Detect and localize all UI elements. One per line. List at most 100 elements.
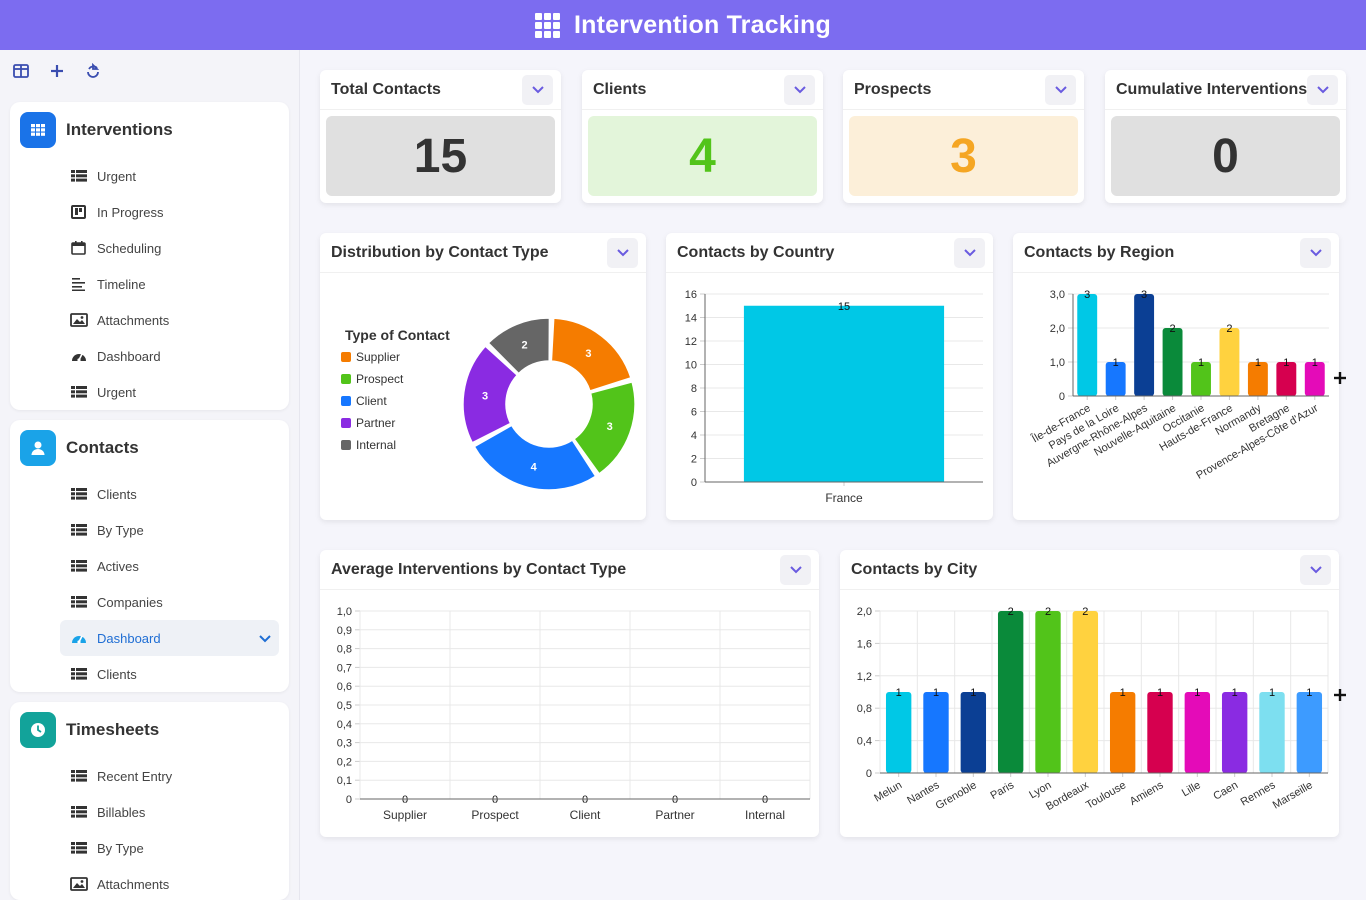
sidebar-item-label: Urgent [97,168,137,184]
card-menu-button[interactable] [1300,555,1331,585]
sidebar-item-by-type[interactable]: By Type [10,830,289,866]
sidebar-item-clients[interactable]: Clients [10,656,289,692]
app-title: Intervention Tracking [573,10,832,39]
kpi-value: 0 [1111,116,1340,196]
plus-icon[interactable] [1333,682,1347,708]
bar [923,692,949,773]
sidebar-item-companies[interactable]: Companies [10,584,289,620]
plus-icon[interactable] [1333,365,1347,391]
sidebar-group-header[interactable]: Timesheets [10,702,289,758]
bar [1221,692,1248,773]
x-tick-label: Paris [988,779,1016,802]
panel-icon[interactable] [12,62,30,80]
bar [960,692,987,773]
card-menu-button[interactable] [1307,75,1338,105]
chart-canvas: 00,40,81,21,62,01Melun1Nantes1Grenoble2P… [857,606,1329,813]
kpi-card-prospects: Prospects 3 [843,70,1084,203]
chevron-down-icon[interactable] [259,630,271,646]
pie-slice [462,345,519,444]
list-icon [70,523,88,537]
sidebar-item-label: Dashboard [97,348,161,364]
y-tick-label: 0,8 [337,644,352,656]
chart-card-city: Contacts by City 0 0,4 0,8 1,2 1,6 2,0 1 Melun 1 N… [840,550,1339,837]
sidebar-group-title: Contacts [66,438,139,457]
y-tick-label: 4 [691,430,697,442]
legend-swatch [341,396,351,406]
chevron-down-icon [1309,244,1322,262]
legend-swatch [341,352,351,362]
sidebar-item-recent-entry[interactable]: Recent Entry [10,758,289,794]
y-tick-label: 0,5 [337,700,352,712]
y-tick-label: 12 [685,336,697,348]
clock-icon [20,712,56,748]
x-tick-label: Supplier [383,808,427,822]
sidebar-item-urgent[interactable]: Urgent [10,158,289,194]
legend-label: Internal [356,438,396,452]
x-tick-label: Melun [872,779,904,804]
list-icon [70,805,88,819]
kpi-card-total-contacts: Total Contacts 15 [320,70,561,203]
card-menu-button[interactable] [954,238,985,268]
chevron-down-icon [793,81,806,99]
card-title-text: Prospects [854,80,932,98]
chart-card-country: Contacts by Country 0 2 4 6 8 10 12 14 16 15 France [666,233,993,520]
sidebar-item-label: Billables [97,804,146,820]
sidebar-group-header[interactable]: Interventions [10,102,289,158]
sidebar-item-label: Urgent [97,384,137,400]
sidebar-item-scheduling[interactable]: Scheduling [10,230,289,266]
bar-value-label: 2 [1008,606,1014,618]
sidebar-item-attachments[interactable]: Attachments [10,866,289,900]
sidebar-item-dashboard[interactable]: Dashboard [60,620,279,656]
legend-swatch [341,418,351,428]
chevron-down-icon [531,81,544,99]
y-tick-label: 1,6 [857,638,872,650]
y-tick-label: 8 [691,383,697,395]
bar-value-label: 1 [970,687,976,699]
plus-icon[interactable] [48,62,66,80]
card-menu-button[interactable] [607,238,638,268]
sidebar-item-in-progress[interactable]: In Progress [10,194,289,230]
sidebar-item-dashboard[interactable]: Dashboard [10,338,289,374]
bar-value-label: 2 [1082,606,1088,618]
x-tick-label: Caen [1211,779,1240,803]
sidebar: Interventions Urgent In Progress Scheduling… [0,50,300,900]
bar-value-label: 2 [1045,606,1051,618]
sidebar-item-clients[interactable]: Clients [10,476,289,512]
list-icon [70,559,88,573]
bar-value-label: 1 [1157,687,1163,699]
bar [1247,362,1268,396]
sidebar-item-attachments[interactable]: Attachments [10,302,289,338]
legend-swatch [341,374,351,384]
sidebar-group-header[interactable]: Contacts [10,420,289,476]
chart-card-avg-interventions: Average Interventions by Contact Type 0 0,… [320,550,819,837]
sidebar-item-label: Actives [97,558,139,574]
sidebar-item-label: Clients [97,666,137,682]
sidebar-item-by-type[interactable]: By Type [10,512,289,548]
bar [997,611,1024,773]
pie-slice [487,317,551,375]
y-tick-label: 1,0 [1050,357,1065,369]
card-title-text: Distribution by Contact Type [331,243,549,261]
sidebar-item-timeline[interactable]: Timeline [10,266,289,302]
sidebar-item-urgent[interactable]: Urgent [10,374,289,410]
card-title: Contacts by Region [1013,233,1339,273]
card-menu-button[interactable] [1045,75,1076,105]
card-menu-button[interactable] [780,555,811,585]
bar-value-label: 1 [1269,687,1275,699]
y-tick-label: 14 [685,313,697,325]
x-tick-label: Marseille [1271,779,1315,811]
refresh-icon[interactable] [84,62,102,80]
pie-value-label: 4 [531,462,538,474]
x-tick-label: France [825,491,863,505]
chart-canvas: 0 2 4 6 8 10 12 14 16 15 France [685,289,983,505]
sidebar-item-billables[interactable]: Billables [10,794,289,830]
card-menu-button[interactable] [522,75,553,105]
card-menu-button[interactable] [1300,238,1331,268]
card-menu-button[interactable] [784,75,815,105]
kanban-icon [70,205,88,219]
sidebar-item-actives[interactable]: Actives [10,548,289,584]
image-icon [70,877,88,891]
x-tick-label: Lyon [1027,779,1053,801]
bar [1191,362,1211,396]
